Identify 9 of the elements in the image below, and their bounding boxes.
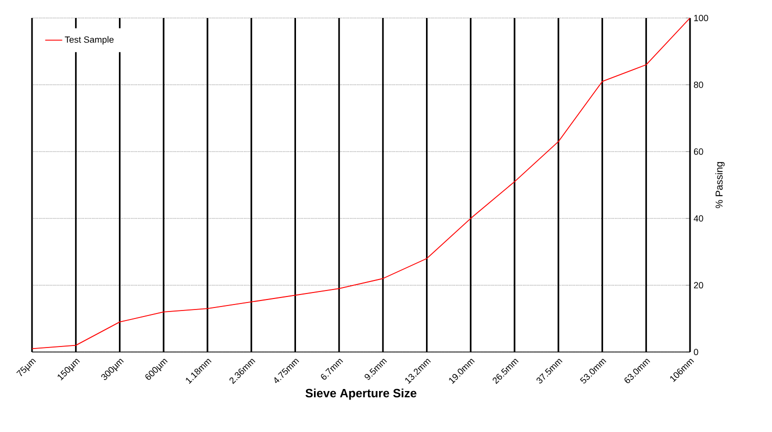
y-tick-label: 0 — [694, 348, 698, 356]
x-axis-title: Sieve Aperture Size — [306, 388, 416, 400]
legend-label: Test Sample — [64, 36, 114, 45]
y-axis-title: % Passing — [715, 162, 725, 208]
y-tick-label: 80 — [694, 82, 704, 88]
y-tick-label: 60 — [694, 148, 704, 155]
y-tick-label: 40 — [694, 215, 704, 222]
y-tick-label: 20 — [694, 282, 704, 288]
y-tick-label: 100 — [694, 14, 708, 22]
